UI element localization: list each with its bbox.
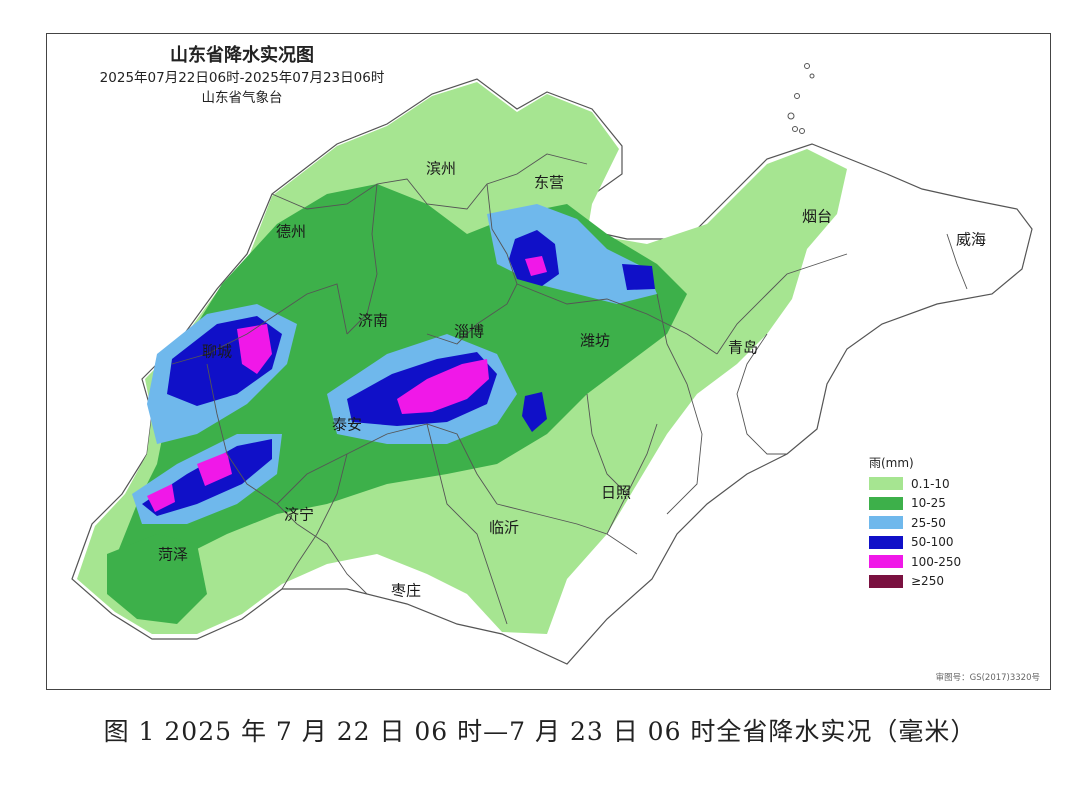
- city-label-dezhou: 德州: [275, 222, 307, 241]
- city-label-zaozhuang: 枣庄: [390, 581, 422, 600]
- rain-zone-magenta-sw2: [197, 452, 232, 486]
- rain-zone-navy-south: [522, 392, 547, 432]
- legend-item: 50-100: [869, 533, 1009, 553]
- city-label-qingdao: 青岛: [727, 338, 759, 357]
- precipitation-map: 山东省降水实况图 2025年07月22日06时-2025年07月23日06时 山…: [46, 33, 1051, 690]
- legend-swatch: [869, 555, 903, 569]
- rain-zone-magenta-sw: [147, 484, 175, 512]
- legend-label: ≥250: [911, 574, 944, 589]
- legend-title: 雨(mm): [869, 456, 914, 470]
- rain-zone-magenta-west: [237, 324, 272, 374]
- legend-swatch: [869, 477, 903, 491]
- city-label-weifang: 潍坊: [579, 331, 611, 350]
- figure-caption: 图 1 2025 年 7 月 22 日 06 时—7 月 23 日 06 时全省…: [103, 717, 977, 746]
- legend-item: ≥250: [869, 572, 1009, 592]
- city-label-rizhao: 日照: [600, 483, 632, 502]
- legend-swatch: [869, 574, 903, 588]
- map-title-block: 山东省降水实况图 2025年07月22日06时-2025年07月23日06时 山…: [47, 44, 437, 108]
- legend-label: 25-50: [911, 515, 946, 530]
- legend-swatch: [869, 516, 903, 530]
- rain-zone-green-south: [107, 534, 207, 624]
- legend-item: 100-250: [869, 552, 1009, 572]
- city-label-binzhou: 滨州: [425, 159, 457, 178]
- map-canvas: [71, 63, 1033, 665]
- city-label-liaocheng: 聊城: [201, 342, 233, 361]
- city-label-yantai: 烟台: [801, 207, 833, 226]
- map-title: 山东省降水实况图: [170, 45, 314, 66]
- legend-item: 0.1-10: [869, 474, 1009, 494]
- city-label-heze: 菏泽: [157, 545, 189, 564]
- legend-label: 100-250: [911, 554, 962, 569]
- city-label-taian: 泰安: [331, 415, 363, 434]
- map-period: 2025年07月22日06时-2025年07月23日06时: [99, 70, 385, 86]
- city-label-linyi: 临沂: [488, 518, 520, 537]
- city-label-weihai: 威海: [955, 230, 987, 249]
- legend-item: 25-50: [869, 513, 1009, 533]
- city-label-jinan: 济南: [357, 311, 389, 330]
- islands: [787, 63, 815, 134]
- legend: 雨(mm) 0.1-10 10-25 25-50 50-100 100-250 …: [869, 454, 1009, 591]
- legend-item: 10-25: [869, 494, 1009, 514]
- legend-label: 0.1-10: [911, 476, 950, 491]
- city-label-zibo: 淄博: [453, 322, 485, 341]
- rain-zone-navy-east: [622, 264, 655, 290]
- legend-swatch: [869, 535, 903, 549]
- legend-label: 50-100: [911, 535, 954, 550]
- city-label-dongying: 东营: [533, 173, 565, 192]
- city-label-jining: 济宁: [283, 505, 315, 524]
- legend-label: 10-25: [911, 496, 946, 511]
- legend-swatch: [869, 496, 903, 510]
- map-approval-number: 审图号：GS(2017)3320号: [935, 673, 1040, 683]
- rain-zone-magenta-central: [397, 359, 489, 414]
- city-boundaries: [171, 153, 968, 625]
- rain-zone-magenta-ne: [525, 256, 547, 276]
- map-agency: 山东省气象台: [201, 90, 283, 106]
